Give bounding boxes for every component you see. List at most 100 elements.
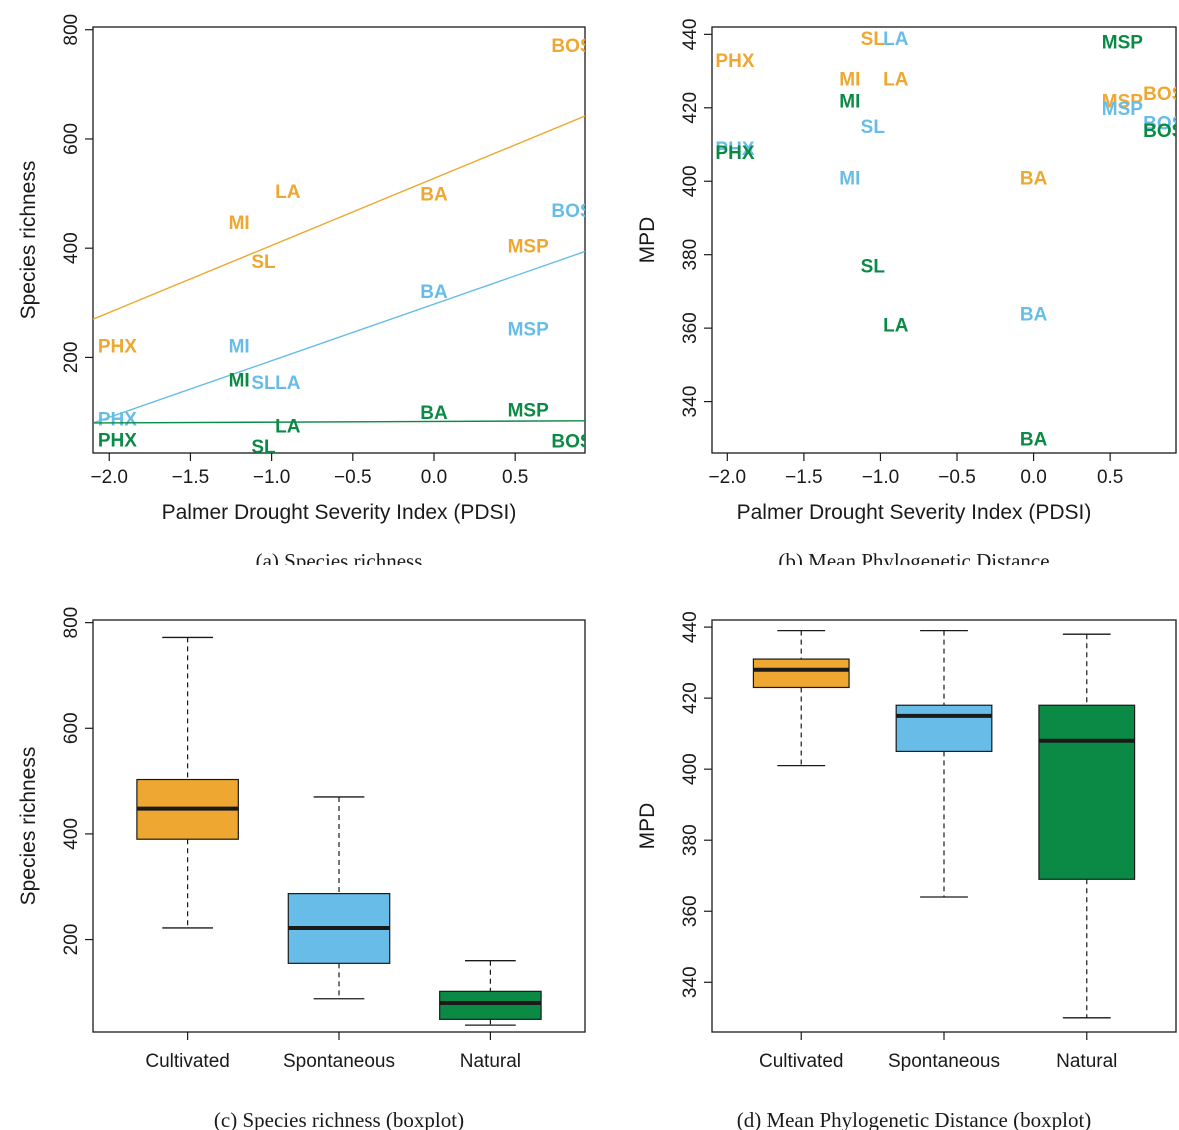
y-tick-label: 200 (61, 342, 82, 374)
point-label-natural: BA (1020, 429, 1048, 450)
y-tick-label: 400 (680, 165, 701, 197)
y-tick-label: 380 (680, 239, 701, 271)
y-axis-label: MPD (636, 217, 659, 264)
point-label-natural: MI (839, 91, 860, 112)
y-tick-label: 800 (61, 607, 82, 639)
point-label-cultivated: SL (861, 29, 886, 50)
y-tick-label: 440 (680, 611, 701, 643)
point-label-spontaneous: MSP (1102, 99, 1144, 120)
point-label-natural: PHX (98, 430, 137, 451)
x-tick-label: 0.5 (502, 467, 528, 488)
fit-line-spontaneous (93, 250, 585, 424)
y-axis-label: Species richness (17, 161, 40, 320)
y-axis-label: MPD (636, 803, 659, 850)
point-label-natural: SL (251, 437, 276, 458)
fit-line-cultivated (93, 115, 585, 320)
point-label-cultivated: PHX (715, 51, 754, 72)
species-richness-scatter-panel: 200 400 600 800 Species richness (a) Species … (0, 0, 590, 565)
y-tick-label: 400 (680, 753, 701, 785)
y-tick-label: 400 (61, 232, 82, 264)
point-label-natural: LA (275, 417, 301, 438)
species-richness-scatter-chart: 200 400 600 800 Species richness (a) Species … (17, 14, 590, 565)
fit-line-natural (93, 420, 585, 424)
mpd-boxplot-chart: 340 360 380 400 420 440 MPD (d) Mean Phylogenet… (636, 611, 1177, 1130)
x-tick-label: Cultivated (145, 1051, 230, 1072)
point-label-cultivated: MI (229, 213, 250, 234)
point-label-cultivated: SL (251, 252, 276, 273)
y-tick-label: 600 (61, 123, 82, 155)
y-tick-label: 200 (61, 924, 82, 956)
y-axis-label: Species richness (17, 747, 40, 906)
y-tick-label: 340 (680, 386, 701, 418)
panel-caption: (d) Mean Phylogenetic Distance (boxplot) (737, 1108, 1092, 1130)
point-label-cultivated: BOS (1143, 84, 1179, 105)
y-tick-label: 600 (61, 712, 82, 744)
point-label-natural: MSP (1102, 33, 1144, 54)
y-tick-label: 800 (61, 14, 82, 46)
point-label-natural: BOS (551, 431, 590, 452)
y-tick-label: 380 (680, 824, 701, 856)
point-label-spontaneous: BOS (551, 201, 590, 222)
x-tick-label: Natural (460, 1051, 521, 1072)
species-richness-boxplot-panel: 200 400 600 800 Species richness (c) Species … (0, 565, 590, 1130)
box-spontaneous (895, 704, 993, 753)
point-label-cultivated: MI (839, 69, 860, 90)
point-label-cultivated: BOS (551, 36, 590, 57)
point-label-spontaneous: MI (229, 336, 250, 357)
point-label-natural: SL (861, 257, 886, 278)
x-tick-label: Natural (1056, 1051, 1117, 1072)
point-label-natural: BA (420, 403, 448, 424)
point-label-spontaneous: MSP (508, 319, 550, 340)
point-label-spontaneous: PHX (98, 410, 137, 431)
point-label-spontaneous: LA (275, 373, 301, 394)
y-tick-label: 360 (680, 312, 701, 344)
panel-caption: (a) Species richness (256, 549, 423, 565)
point-label-spontaneous: BOS (1143, 113, 1179, 134)
y-tick-label: 440 (680, 18, 701, 50)
point-label-spontaneous: LA (883, 29, 909, 50)
x-tick-label: −1.5 (172, 467, 210, 488)
point-label-cultivated: BA (420, 185, 448, 206)
point-label-spontaneous: BA (420, 282, 448, 303)
point-label-spontaneous: BA (1020, 304, 1048, 325)
point-label-cultivated: MSP (508, 236, 550, 257)
x-tick-label: Spontaneous (888, 1051, 1000, 1072)
point-label-natural: LA (883, 315, 909, 336)
y-tick-label: 420 (680, 682, 701, 714)
point-label-spontaneous: SL (861, 117, 886, 138)
plot-frame (711, 26, 1177, 454)
y-tick-label: 400 (61, 818, 82, 850)
point-label-natural: MSP (508, 400, 550, 421)
box-cultivated (752, 658, 850, 689)
y-tick-label: 360 (680, 895, 701, 927)
point-label-cultivated: MSP (1102, 91, 1144, 112)
plot-frame (92, 26, 586, 454)
x-tick-label: 0.0 (421, 467, 447, 488)
point-label-natural: PHX (715, 143, 754, 164)
x-tick-label: 0.0 (1020, 467, 1046, 488)
point-label-natural: MI (229, 370, 250, 391)
mpd-scatter-chart: 340 360 380 400 420 440 MPD (b) Mean Phylogenet… (636, 18, 1179, 565)
x-tick-label: −0.5 (938, 467, 976, 488)
y-tick-label: 420 (680, 92, 701, 124)
x-tick-label: −1.0 (253, 467, 291, 488)
x-tick-label: −0.5 (334, 467, 372, 488)
panel-caption: (c) Species richness (boxplot) (214, 1108, 464, 1130)
x-tick-label: −2.0 (90, 467, 128, 488)
point-label-cultivated: LA (275, 182, 301, 203)
mpd-scatter-panel: 340 360 380 400 420 440 MPD (b) Mean Phylogenet… (590, 0, 1179, 565)
point-label-cultivated: PHX (98, 336, 137, 357)
box-natural (1038, 704, 1136, 880)
x-tick-label: 0.5 (1097, 467, 1123, 488)
x-tick-label: Spontaneous (283, 1051, 395, 1072)
point-label-cultivated: BA (1020, 169, 1048, 190)
x-axis-label: Palmer Drought Severity Index (PDSI) (162, 501, 517, 524)
point-label-natural: BOS (1143, 121, 1179, 142)
x-tick-label: −2.0 (709, 467, 747, 488)
point-label-spontaneous: MI (839, 169, 860, 190)
box-natural (439, 990, 542, 1020)
mpd-boxplot-panel: 340 360 380 400 420 440 MPD (d) Mean Phylogenet… (590, 565, 1179, 1130)
point-label-spontaneous: SL (251, 373, 276, 394)
x-tick-label: −1.5 (785, 467, 823, 488)
y-tick-label: 340 (680, 966, 701, 998)
